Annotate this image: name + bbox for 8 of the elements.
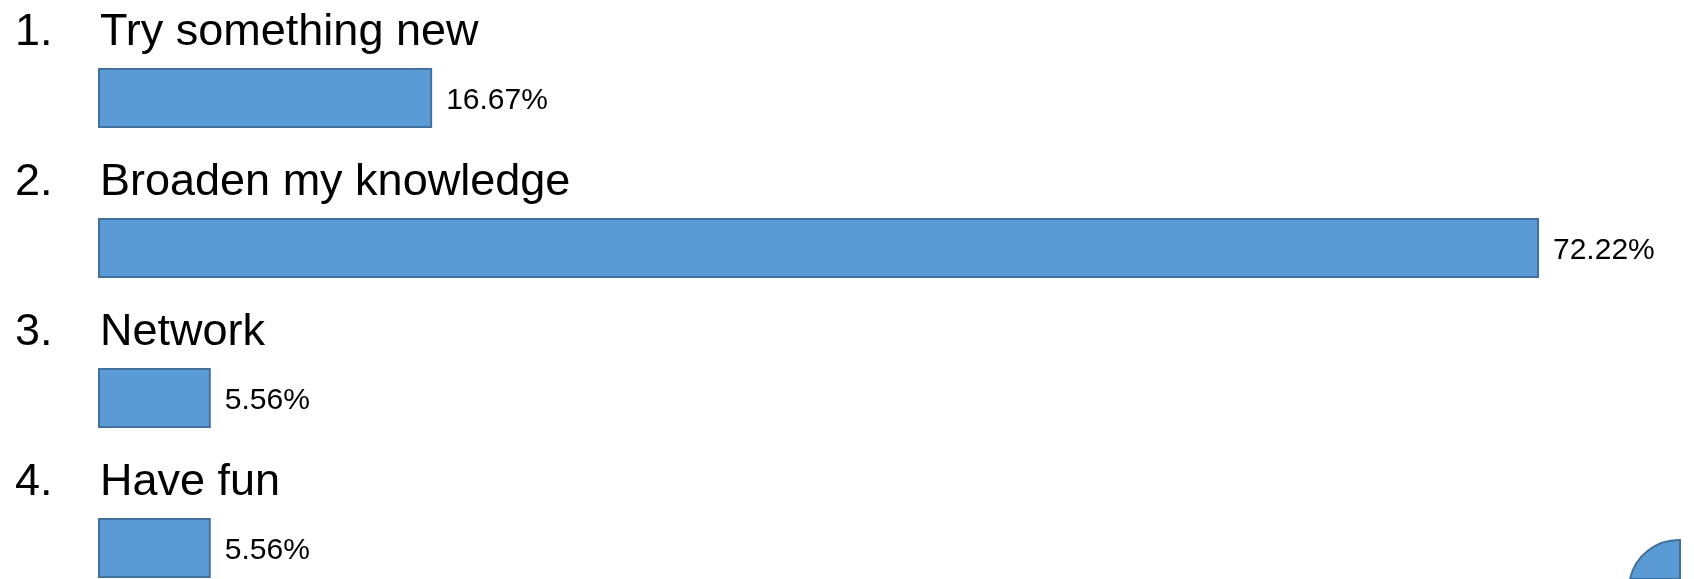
y-tick-label: 1. Try something new (15, 4, 479, 55)
data-label: 72.22% (1553, 232, 1655, 265)
y-tick-label: 4. Have fun (15, 454, 281, 505)
y-tick-label: 3. Network (15, 304, 266, 355)
data-label: 16.67% (446, 82, 548, 115)
y-tick-label: 2. Broaden my knowledge (15, 154, 571, 205)
data-label: 5.56% (224, 532, 310, 565)
data-label: 5.56% (224, 382, 310, 415)
